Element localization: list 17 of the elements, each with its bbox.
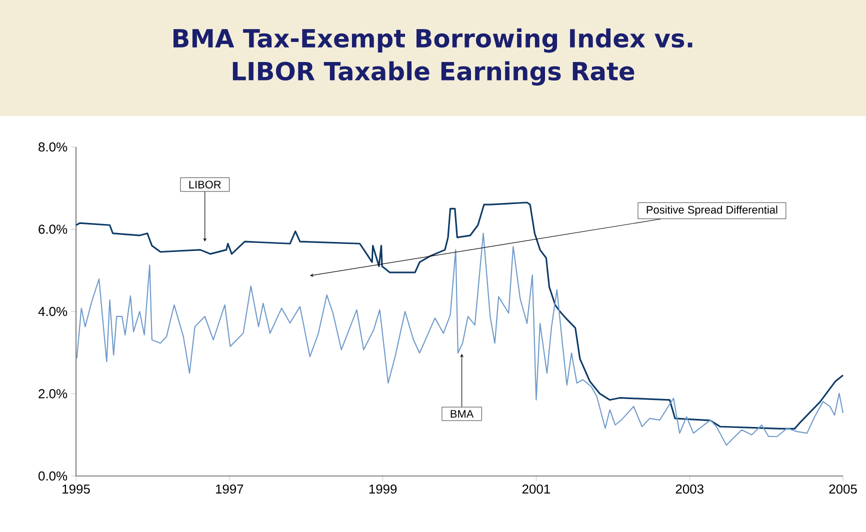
y-tick-label: 0.0% xyxy=(38,471,68,481)
line-series xyxy=(76,232,844,446)
y-tick-label: 4.0% xyxy=(38,306,68,316)
y-tick-label: 8.0% xyxy=(38,142,68,152)
x-tick-label: 1999 xyxy=(369,484,397,494)
y-tick-label: 2.0% xyxy=(38,389,68,398)
annotation: LIBOR xyxy=(189,180,221,188)
chart-title: BMA Tax-Exempt Borrowing Index vs. LIBOR Taxable Earnings Rate xyxy=(174,28,692,86)
annotation: BMA xyxy=(450,410,474,418)
y-tick-label: 6.0% xyxy=(38,224,68,234)
x-tick-label: 2001 xyxy=(522,484,550,494)
x-tick-label: 1997 xyxy=(216,484,244,494)
x-tick-label: 2003 xyxy=(676,484,704,494)
x-tick-label: 2005 xyxy=(829,484,857,494)
x-tick-label: 1995 xyxy=(62,484,90,494)
annotation: Positive Spread Differential xyxy=(646,206,778,216)
line-series xyxy=(75,202,844,430)
